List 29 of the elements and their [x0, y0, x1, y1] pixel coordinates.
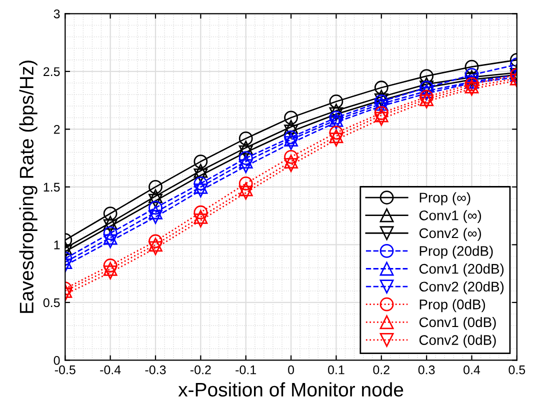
x-tick-label: 0.5 — [508, 365, 526, 374]
y-tick-label: 2 — [54, 125, 60, 134]
legend-label: Prop (∞) — [420, 192, 470, 206]
legend-label: Conv1 (0dB) — [419, 316, 496, 330]
x-tick-label: -0.5 — [54, 365, 76, 374]
y-axis-title: Eavesdropping Rate (bps/Hz) — [19, 60, 38, 313]
x-tick-label: 0.3 — [418, 365, 435, 374]
y-tick-label: 1.5 — [44, 182, 60, 192]
legend-label: Prop (20dB) — [420, 246, 493, 259]
legend-label: Conv1 (∞) — [419, 210, 482, 224]
y-tick-label: 3 — [54, 9, 60, 18]
x-tick-label: 0 — [288, 365, 294, 374]
legend-label: Conv2 (0dB) — [419, 334, 496, 348]
legend-label: Prop (0dB) — [420, 299, 486, 312]
legend-label: Conv2 (∞) — [419, 228, 482, 241]
x-axis-title: x-Position of Monitor node — [178, 382, 404, 397]
legend-label: Conv2 (20dB) — [419, 281, 504, 294]
y-tick-label: 1 — [54, 240, 60, 250]
x-tick-label: 0.1 — [328, 365, 344, 374]
x-tick-label: 0.4 — [464, 365, 480, 374]
y-tick-label: 2.5 — [44, 67, 60, 76]
x-tick-label: -0.1 — [236, 365, 256, 374]
y-tick-label: 0 — [54, 356, 60, 365]
y-tick-label: 0.5 — [43, 298, 60, 308]
x-tick-label: 0.2 — [373, 365, 390, 374]
x-tick-label: -0.3 — [145, 365, 166, 374]
x-tick-label: -0.4 — [100, 365, 121, 374]
legend-label: Conv1 (20dB) — [419, 264, 504, 276]
x-tick-label: -0.2 — [190, 365, 211, 374]
